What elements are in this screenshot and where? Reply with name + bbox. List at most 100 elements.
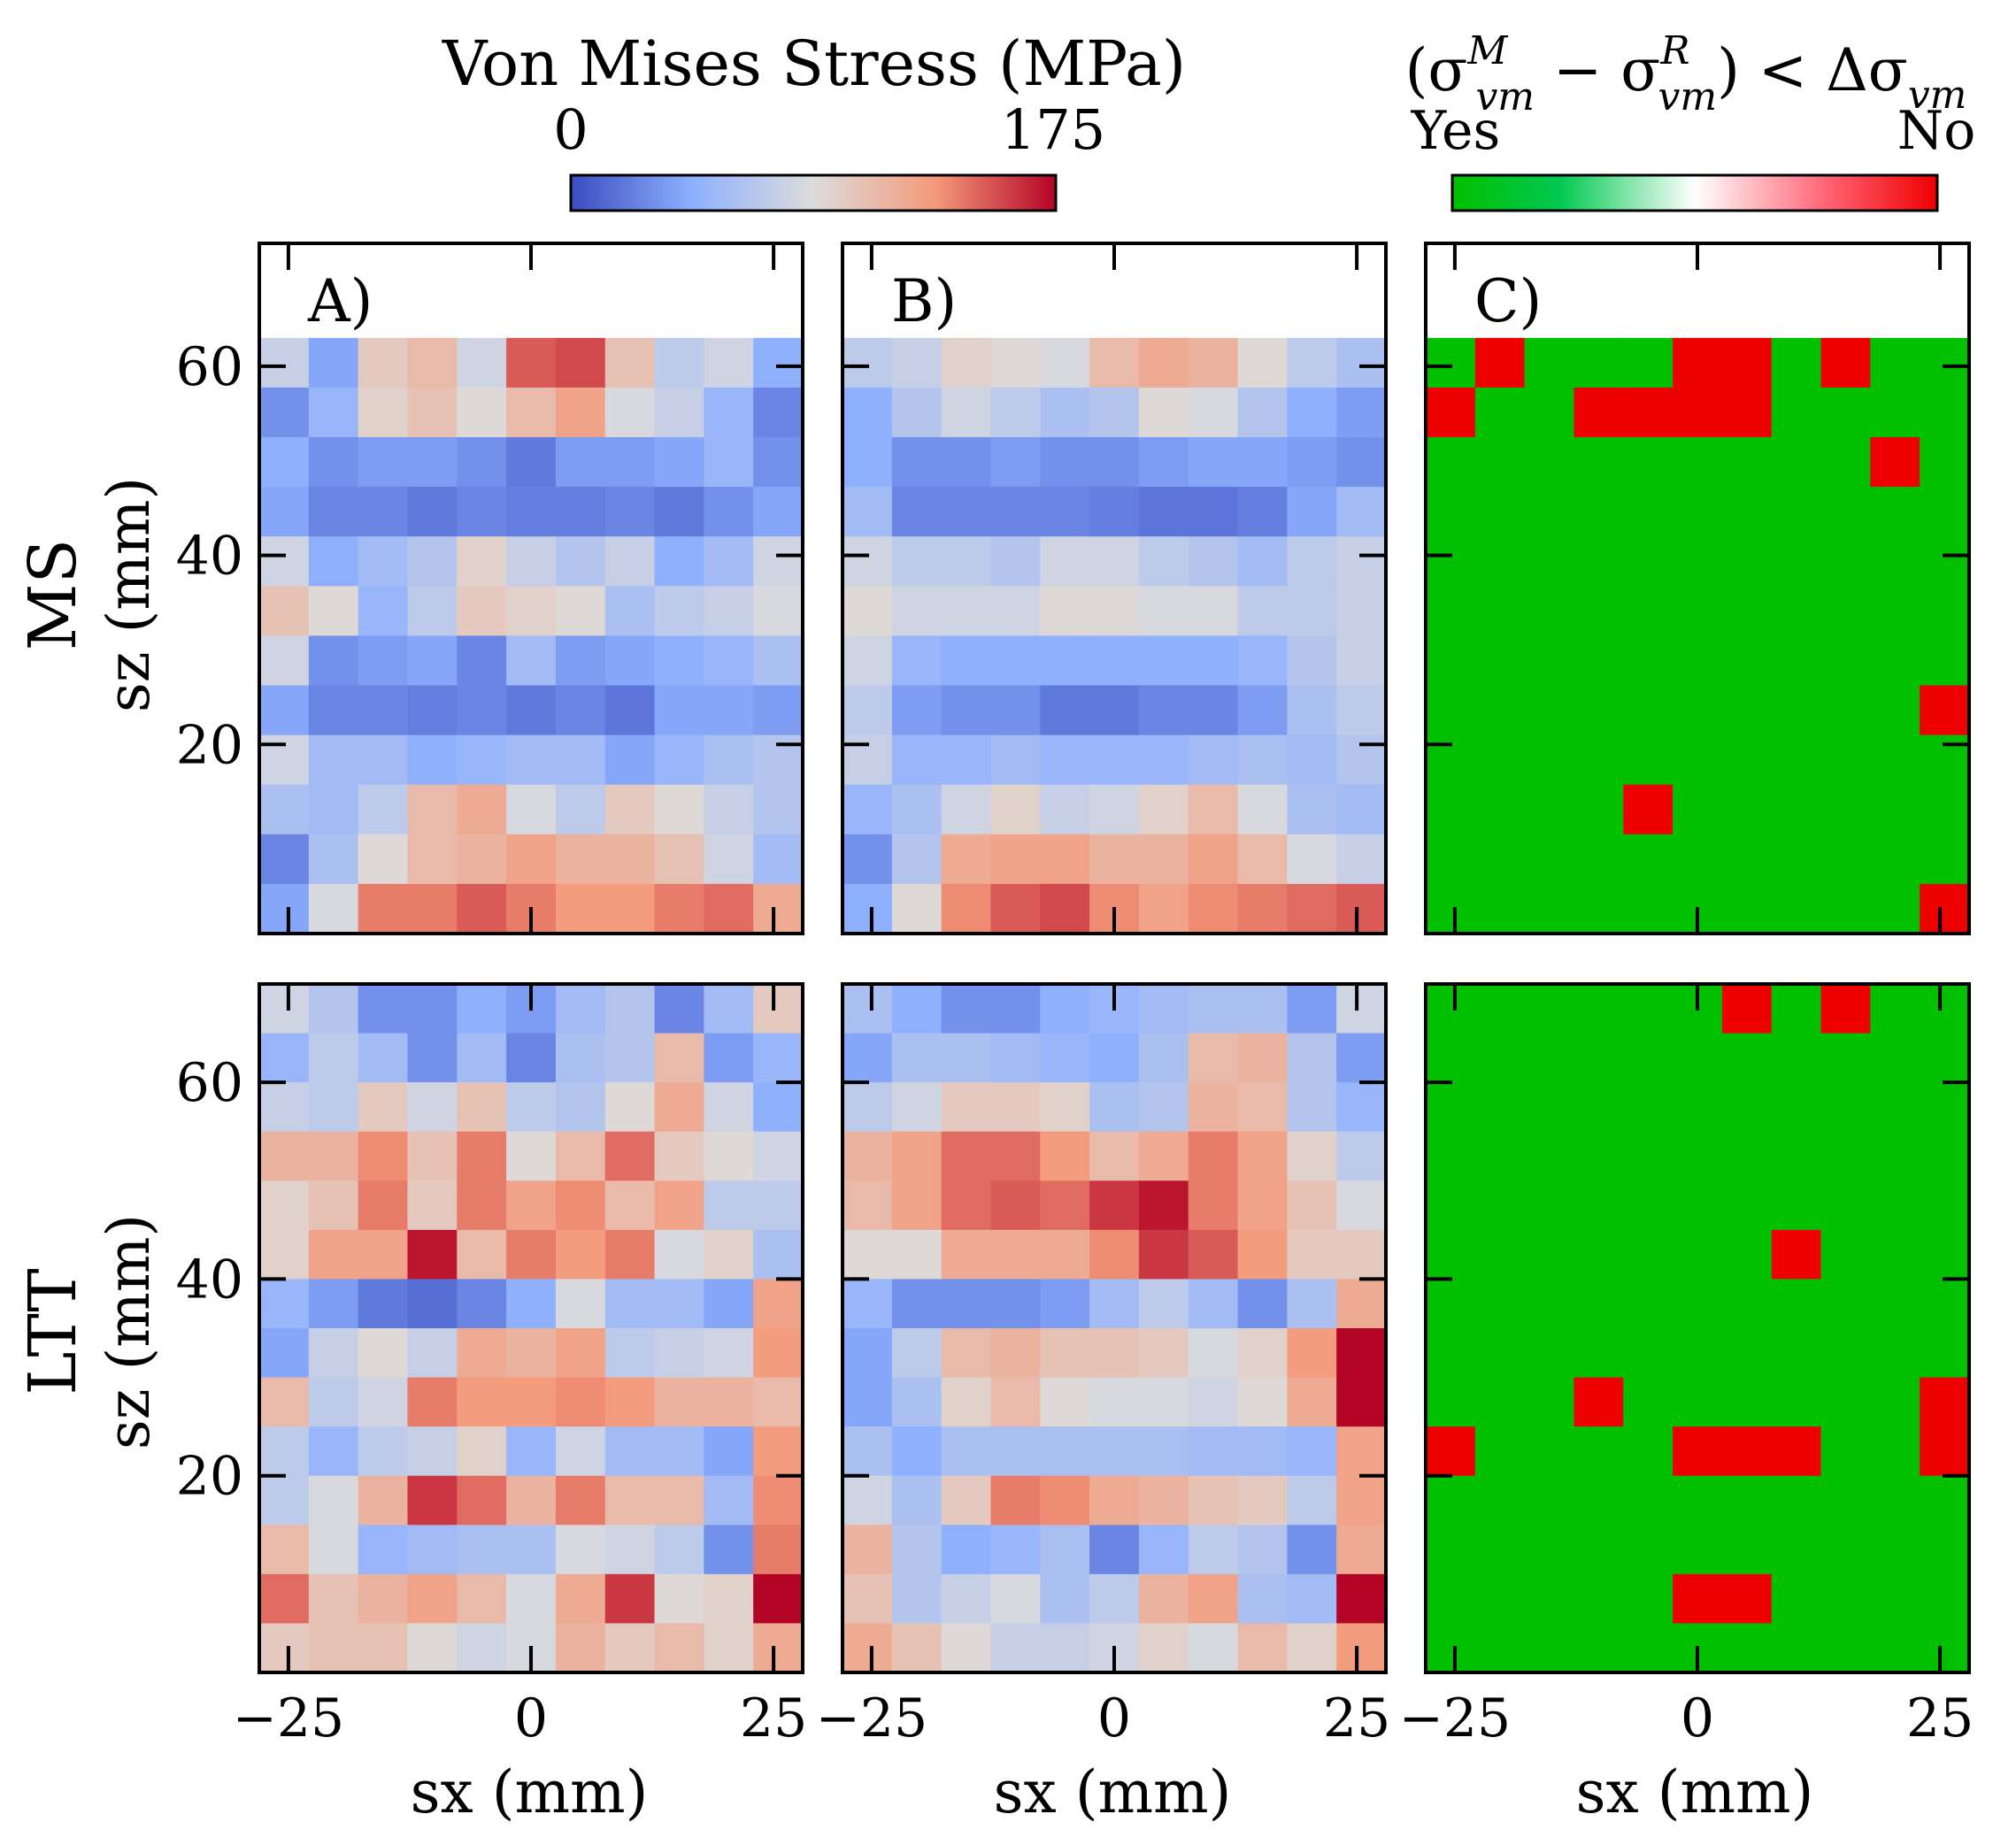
heatmap-cell [1721, 635, 1773, 687]
heatmap-cell [1920, 1229, 1970, 1280]
heatmap-cell [704, 1131, 754, 1181]
heatmap-cell [1870, 635, 1920, 687]
heatmap-cell [941, 437, 992, 488]
heatmap-cell [1771, 635, 1822, 687]
heatmap-cell [604, 1229, 656, 1280]
heatmap-cell [891, 387, 943, 438]
heatmap-cell [753, 1426, 804, 1477]
heatmap-cell [1574, 437, 1624, 488]
heatmap-cell [1820, 685, 1871, 736]
heatmap-cell [259, 984, 310, 1034]
heatmap-cell [1771, 1525, 1822, 1575]
heatmap-cell [1089, 1525, 1140, 1575]
heatmap-cell [1721, 1377, 1773, 1427]
heatmap-cell [1920, 1623, 1970, 1673]
heatmap-cell [1287, 635, 1337, 687]
heatmap-cell [506, 1328, 557, 1379]
heatmap-cell [1287, 1475, 1337, 1526]
stress-colorbar-title: Von Mises Stress (MPa) [442, 27, 1186, 100]
heatmap-cell [753, 536, 804, 587]
heatmap-cell [1920, 487, 1970, 537]
heatmap-cell [941, 1279, 992, 1329]
heatmap-cell [358, 734, 409, 786]
heatmap-cell [891, 685, 943, 736]
heatmap-cell [891, 536, 943, 587]
heatmap-cell [990, 784, 1041, 835]
heatmap-cell [1237, 635, 1288, 687]
heatmap-cell [457, 1229, 507, 1280]
heatmap-cell [1673, 586, 1723, 637]
heatmap-cell [1524, 784, 1575, 835]
heatmap-cell [457, 784, 507, 835]
heatmap-cell [990, 1377, 1041, 1427]
heatmap-cell [308, 536, 359, 587]
heatmap-cell [1040, 1573, 1090, 1625]
heatmap-cell [1237, 1426, 1288, 1477]
heatmap-cell [1040, 883, 1090, 934]
heatmap-cell [1138, 635, 1189, 687]
heatmap-cell [941, 1180, 992, 1231]
heatmap-cell [704, 1525, 754, 1575]
heatmap-cell [753, 734, 804, 786]
heatmap-cell [941, 685, 992, 736]
heatmap-cell [506, 1082, 557, 1133]
heatmap-cell [308, 586, 359, 637]
heatmap-cell [1771, 1033, 1822, 1083]
heatmap-cell [1040, 685, 1090, 736]
heatmap-cell [843, 1033, 893, 1083]
heatmap-cell [1721, 685, 1773, 736]
heatmap-cell [843, 984, 893, 1034]
heatmap-cell [407, 536, 458, 587]
heatmap-cell [1287, 487, 1337, 537]
heatmap-cell [1623, 586, 1674, 637]
heatmap-cell [753, 883, 804, 934]
heatmap-cell [1237, 834, 1288, 885]
heatmap-cell [358, 984, 409, 1034]
heatmap-cell [1771, 784, 1822, 835]
heatmap-cell [1287, 1525, 1337, 1575]
heatmap-cell [1574, 1525, 1624, 1575]
heatmap-cell [843, 1082, 893, 1133]
heatmap-cell [407, 984, 458, 1034]
heatmap-cell [1138, 1475, 1189, 1526]
heatmap-cell [843, 487, 893, 537]
heatmap-cell [1089, 1279, 1140, 1329]
heatmap-cell [407, 883, 458, 934]
heatmap-cell [1870, 834, 1920, 885]
heatmap-cell [259, 1475, 310, 1526]
heatmap-cell [1820, 1229, 1871, 1280]
heatmap-cell [1920, 1426, 1970, 1477]
heatmap-cell [604, 1377, 656, 1427]
heatmap-cell [1721, 734, 1773, 786]
heatmap-cell [358, 487, 409, 537]
heatmap-cell [1721, 437, 1773, 488]
heatmap-cell [1426, 1180, 1476, 1231]
heatmap-cell [1040, 1131, 1090, 1181]
heatmap-cell [308, 834, 359, 885]
heatmap-cell [1771, 1229, 1822, 1280]
heatmap-cell [506, 1229, 557, 1280]
heatmap-cell [259, 1573, 310, 1625]
heatmap-cell [604, 635, 656, 687]
heatmap-cell [1574, 1377, 1624, 1427]
heatmap-cell [654, 635, 704, 687]
heatmap-cell [259, 1082, 310, 1133]
heatmap-cell [1426, 1377, 1476, 1427]
heatmap-cell [1089, 1131, 1140, 1181]
heatmap-cell [1040, 1623, 1090, 1673]
heatmap-cell [555, 1426, 606, 1477]
heatmap-cell [555, 1180, 606, 1231]
heatmap-cell [1336, 387, 1387, 438]
heatmap-cell [1623, 1573, 1674, 1625]
heatmap-cell [1237, 487, 1288, 537]
heatmap-cell [843, 1328, 893, 1379]
z-tick-label: 40 [176, 1249, 243, 1311]
heatmap-cell [891, 784, 943, 835]
heatmap-cell [1287, 734, 1337, 786]
heatmap-cell [1623, 834, 1674, 885]
heatmap-cell [259, 437, 310, 488]
heatmap-cell [407, 1525, 458, 1575]
heatmap-cell [1336, 734, 1387, 786]
heatmap-cell [1138, 536, 1189, 587]
heatmap-cell [457, 1131, 507, 1181]
